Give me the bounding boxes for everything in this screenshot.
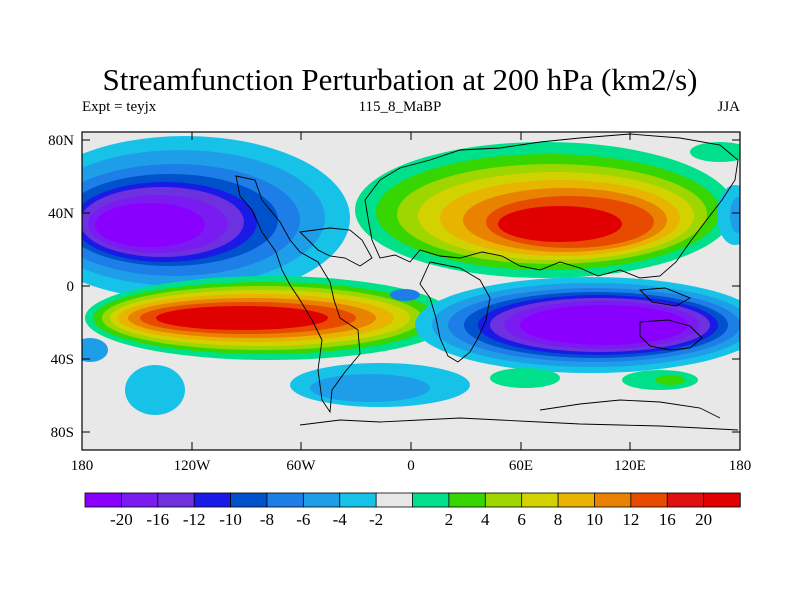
- colorbar-label: -16: [146, 510, 170, 529]
- contour-south-pacific-high: [85, 276, 455, 360]
- colorbar-label: -6: [296, 510, 311, 529]
- colorbar-swatch: [484, 492, 523, 508]
- colorbar-swatch: [193, 492, 232, 508]
- lon-label-180-east: 180: [728, 458, 752, 474]
- lon-label-60e: 60E: [508, 458, 534, 474]
- colorbar-swatch: [266, 492, 305, 508]
- colorbar-swatch: [594, 492, 632, 508]
- lat-label-80s: 80S: [50, 425, 74, 441]
- season-label: JJA: [717, 99, 740, 115]
- colorbar-label: 6: [517, 510, 526, 529]
- colorbar-swatch: [339, 492, 377, 508]
- colorbar-label: 8: [553, 510, 563, 529]
- colorbar-swatch: [557, 492, 596, 508]
- colorbar-label: -10: [219, 510, 242, 529]
- colorbar-swatch: [448, 492, 486, 508]
- colorbar-label: 20: [695, 510, 713, 529]
- colorbar-label: -20: [110, 510, 133, 529]
- colorbar-label: -8: [259, 510, 275, 529]
- colorbar-label: -12: [182, 510, 206, 529]
- colorbar: [84, 492, 741, 508]
- lat-label-80n: 80N: [48, 133, 74, 149]
- colorbar-swatch: [84, 492, 123, 508]
- lat-label-40n: 40N: [48, 206, 74, 222]
- colorbar-swatch: [666, 492, 705, 508]
- colorbar-swatch: [302, 492, 341, 508]
- contour-field: [82, 133, 740, 431]
- colorbar-label: 16: [658, 510, 676, 529]
- colorbar-swatch: [703, 492, 741, 508]
- colorbar-swatch: [157, 492, 195, 508]
- lon-label-120e: 120E: [614, 458, 646, 474]
- colorbar-label: 10: [585, 510, 603, 529]
- lon-label-60w: 60W: [286, 458, 316, 474]
- colorbar-swatch: [120, 492, 159, 508]
- colorbar-label: -2: [369, 510, 384, 529]
- colorbar-label: 4: [481, 510, 490, 529]
- colorbar-swatch: [375, 492, 414, 508]
- contour-north-pacific-low: [82, 136, 350, 300]
- lat-label-40s: 40S: [50, 352, 74, 368]
- colorbar-label: 12: [622, 510, 640, 529]
- experiment-label: Expt = teyjx: [82, 99, 157, 115]
- colorbar-label: -4: [332, 510, 347, 529]
- colorbar-swatch: [412, 492, 450, 508]
- case-label: 115_8_MaBP: [358, 99, 442, 115]
- axis-ticks: [81, 132, 741, 450]
- coastlines: [235, 133, 739, 431]
- plot-title: Streamfunction Perturbation at 200 hPa (…: [102, 62, 698, 97]
- colorbar-swatch: [230, 492, 268, 508]
- colorbar-swatch: [521, 492, 559, 508]
- colorbar-label: 2: [444, 510, 454, 529]
- contour-indian-ocean-low: [415, 277, 740, 373]
- colorbar-swatch: [630, 492, 668, 508]
- lon-label-180-west: 180: [70, 458, 94, 474]
- contour-southern-low: [82, 142, 740, 415]
- lon-label-120w: 120W: [173, 458, 211, 474]
- lon-label-0: 0: [407, 458, 415, 474]
- contour-asian-high: [355, 142, 735, 278]
- lat-label-0: 0: [66, 279, 75, 295]
